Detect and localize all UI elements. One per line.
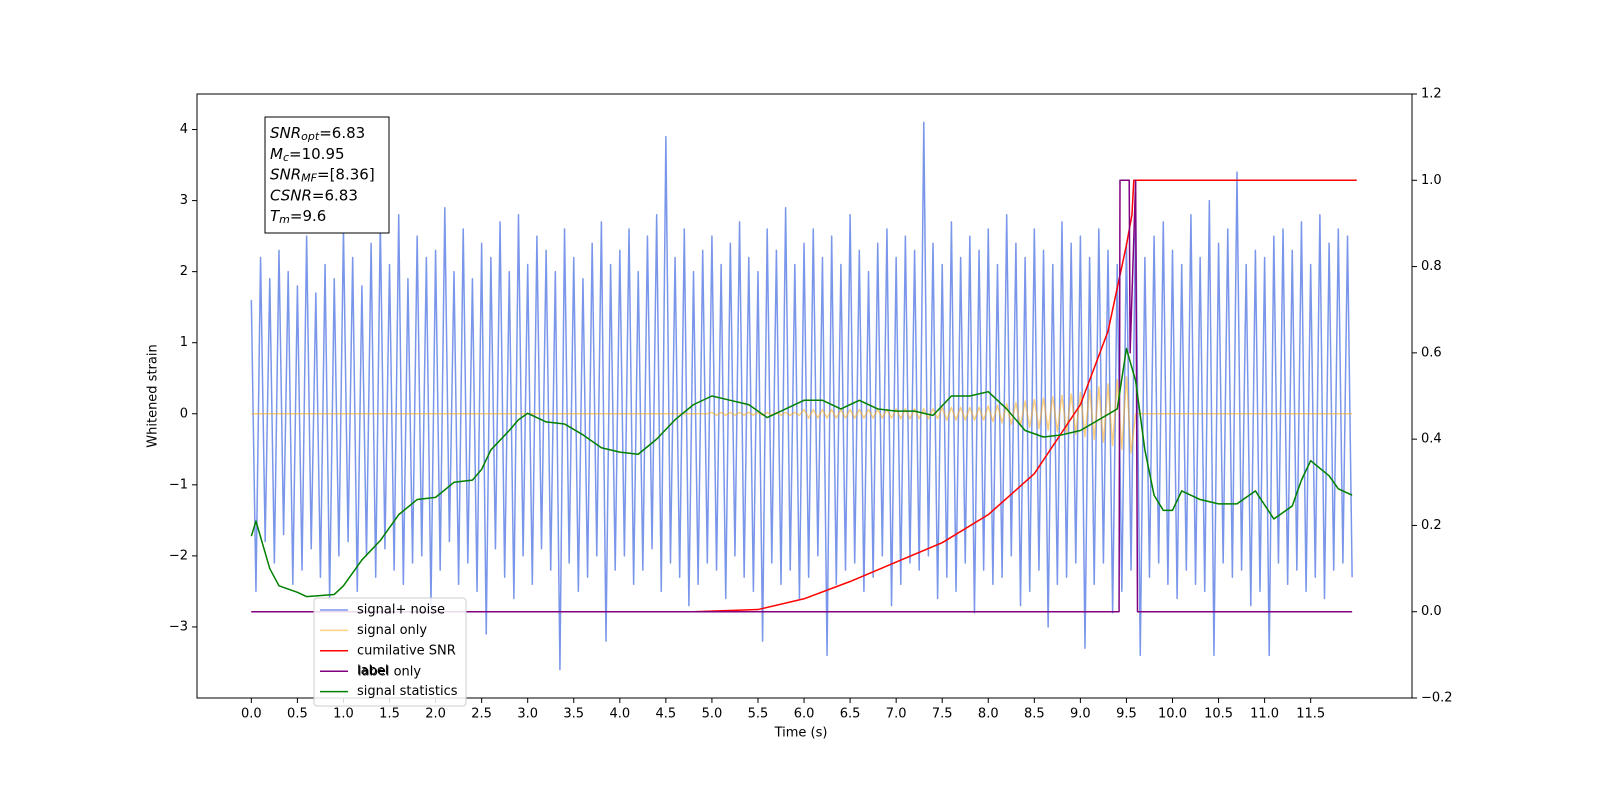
- annotation-subscript: m: [279, 213, 290, 226]
- legend-box: [313, 597, 467, 707]
- annotation-text: =[8.36]: [317, 165, 375, 183]
- annotation-symbol: CSNR: [270, 186, 312, 204]
- series-line: [250, 347, 1353, 598]
- x-tick-label: 8.0: [978, 707, 999, 722]
- legend-label: cumilative SNR: [357, 643, 456, 658]
- x-tick-label: 8.5: [1024, 707, 1045, 722]
- x-tick-label: 9.5: [1116, 707, 1137, 722]
- x-tick-label: 7.0: [886, 707, 907, 722]
- x-tick-label: 7.5: [932, 707, 953, 722]
- series-line: [251, 179, 1353, 613]
- y-axis-label: Whitened strain: [146, 344, 161, 447]
- y-tick-label: −3: [169, 619, 188, 634]
- annotation-subscript: c: [283, 151, 289, 164]
- x-tick-label: 0.0: [241, 707, 262, 722]
- annotation: Tm=9.6: [270, 207, 326, 227]
- legend-label: signal statistics: [357, 684, 458, 699]
- x-tick-label: 0.5: [287, 707, 308, 722]
- annotation-box: [264, 116, 390, 234]
- series-line: [250, 121, 1353, 671]
- x-axis-label: Time (s): [774, 726, 828, 741]
- x-tick-label: 6.5: [840, 707, 861, 722]
- annotation-subscript: opt: [301, 130, 320, 143]
- annotation-symbol: T: [270, 207, 281, 225]
- annotation-text: =9.6: [290, 207, 326, 225]
- x-tick-label: 10.5: [1204, 707, 1233, 722]
- annotation: Mc=10.95: [270, 144, 345, 164]
- x-tick-label: 1.0: [333, 707, 354, 722]
- annotation-symbol: SNR: [270, 124, 301, 142]
- annotation-text: =10.95: [289, 144, 345, 162]
- x-tick-label: 11.0: [1250, 707, 1279, 722]
- y2-tick-label: 0.4: [1421, 432, 1442, 447]
- y-tick-label: 0: [180, 406, 188, 421]
- x-tick-label: 5.5: [748, 707, 769, 722]
- x-tick-label: 4.5: [656, 707, 677, 722]
- annotation-text: =6.83: [312, 186, 358, 204]
- annotation-subscript: MF: [301, 172, 317, 185]
- x-tick-label: 6.0: [794, 707, 815, 722]
- y2-tick-label: −0.2: [1421, 691, 1453, 706]
- legend-ghost-text: label only: [358, 665, 421, 680]
- plot-frame: [196, 93, 1413, 699]
- x-tick-label: 3.0: [517, 707, 538, 722]
- x-tick-label: 4.0: [609, 707, 630, 722]
- x-tick-label: 3.5: [563, 707, 584, 722]
- x-tick-label: 9.0: [1070, 707, 1091, 722]
- y2-tick-label: 0.6: [1421, 345, 1442, 360]
- x-tick-label: 2.5: [471, 707, 492, 722]
- annotation: SNRMF=[8.36]: [270, 165, 375, 185]
- annotation: CSNR=6.83: [270, 186, 358, 204]
- x-tick-label: 2.0: [425, 707, 446, 722]
- y-tick-label: 2: [180, 264, 188, 279]
- y2-tick-label: 0.8: [1421, 259, 1442, 274]
- x-tick-label: 11.5: [1296, 707, 1325, 722]
- y-tick-label: 4: [180, 122, 188, 137]
- series-line: [251, 376, 1353, 454]
- y-tick-label: −2: [169, 548, 188, 563]
- annotation-text: =6.83: [319, 124, 365, 142]
- y-tick-label: 3: [180, 193, 188, 208]
- y-tick-label: −1: [169, 477, 188, 492]
- annotation-symbol: M: [270, 144, 283, 162]
- annotation: SNRopt=6.83: [270, 124, 365, 144]
- y-tick-label: 1: [180, 335, 188, 350]
- annotation-symbol: SNR: [270, 165, 301, 183]
- y2-tick-label: 0.0: [1421, 604, 1442, 619]
- x-tick-label: 10.0: [1158, 707, 1187, 722]
- legend-label: label: [357, 664, 388, 679]
- y2-tick-label: 1.0: [1421, 173, 1442, 188]
- legend-label: signal+ noise: [357, 603, 445, 618]
- y2-tick-label: 0.2: [1421, 518, 1442, 533]
- legend-label: signal only: [357, 623, 427, 638]
- y2-tick-label: 1.2: [1421, 87, 1442, 102]
- x-tick-label: 1.5: [379, 707, 400, 722]
- x-tick-label: 5.0: [702, 707, 723, 722]
